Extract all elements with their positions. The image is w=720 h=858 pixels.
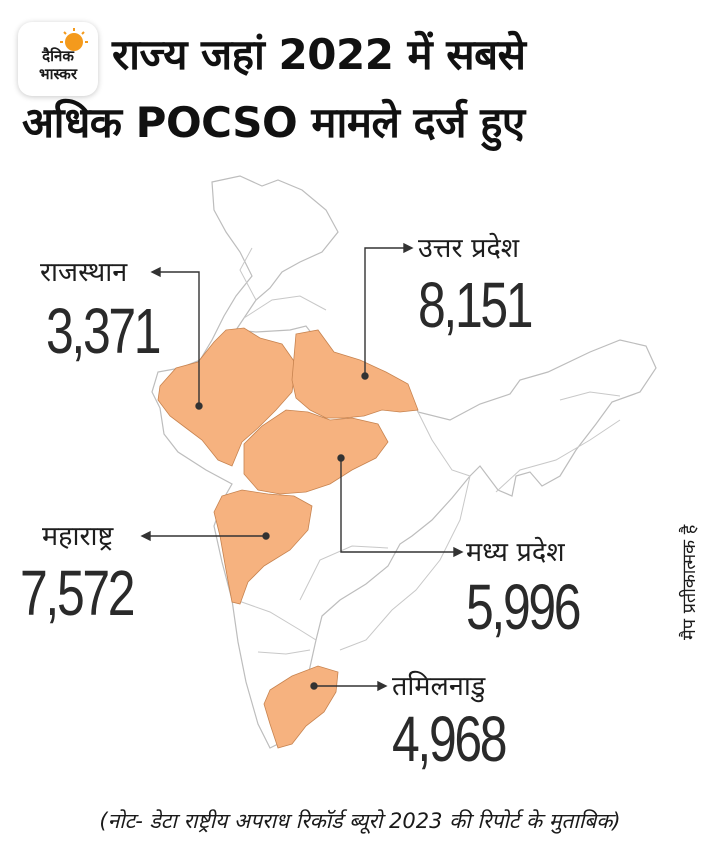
logo-line-1: दैनिक — [42, 47, 74, 65]
map-disclaimer: मैप प्रतीकात्मक है — [679, 524, 700, 640]
value-uttar-pradesh: 8,151 — [418, 269, 534, 341]
title-line-1: राज्य जहां 2022 में सबसे — [112, 30, 526, 79]
value-maharashtra: 7,572 — [20, 557, 136, 629]
state-shape-uttar-pradesh — [291, 329, 419, 419]
label-maharashtra: महाराष्ट्र — [42, 521, 114, 552]
source-note: (नोट- डेटा राष्ट्रीय अपराध रिकॉर्ड ब्यूर… — [99, 809, 621, 833]
value-tamil-nadu: 4,968 — [392, 703, 508, 775]
title-line-2: अधिक POCSO मामले दर्ज हुए — [22, 98, 525, 147]
logo-line-2: भास्कर — [39, 65, 77, 83]
dainik-bhaskar-logo: दैनिक भास्कर — [18, 22, 98, 96]
sun-icon — [60, 28, 88, 51]
label-madhya-pradesh: मध्य प्रदेश — [466, 537, 565, 568]
label-uttar-pradesh: उत्तर प्रदेश — [418, 233, 520, 264]
value-rajasthan: 3,371 — [46, 295, 162, 367]
state-shape-rajasthan — [157, 327, 297, 467]
value-madhya-pradesh: 5,996 — [466, 571, 582, 643]
state-borders — [235, 247, 621, 655]
leader-lines — [140, 242, 464, 692]
state-shape-madhya-pradesh — [243, 409, 389, 495]
state-shape-maharashtra — [213, 489, 313, 605]
label-rajasthan: राजस्थान — [40, 257, 128, 288]
label-tamil-nadu: तमिलनाडु — [392, 671, 486, 702]
